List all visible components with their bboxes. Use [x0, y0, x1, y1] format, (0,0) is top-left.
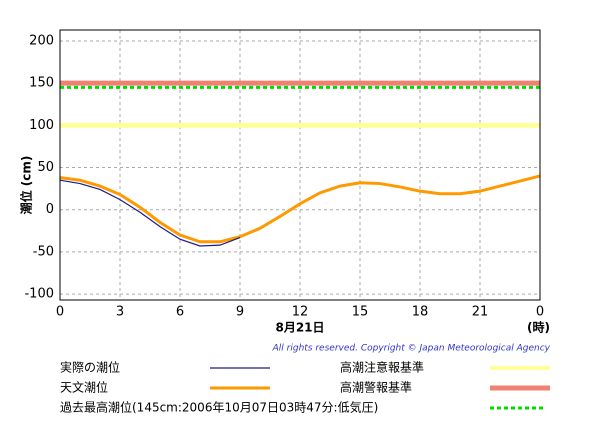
x-tick-label: 18: [412, 305, 429, 320]
legend-label: 高潮注意報基準: [340, 360, 424, 375]
legend-label: 過去最高潮位(145cm:2006年10月07日03時47分:低気圧): [60, 400, 378, 415]
y-tick-label: 50: [37, 160, 54, 175]
x-tick-label: 0: [56, 305, 64, 320]
x-tick-label: 9: [236, 305, 244, 320]
x-axis-label: 8月21日: [275, 321, 324, 335]
y-tick-label: 150: [29, 76, 54, 91]
x-tick-label: 21: [472, 305, 489, 320]
y-tick-label: -100: [24, 287, 54, 302]
series-line: [59, 179, 241, 247]
x-tick-label: 3: [116, 305, 124, 320]
copyright: All rights reserved. Copyright © Japan M…: [272, 344, 551, 354]
y-axis-label: 潮位 (cm): [19, 156, 34, 215]
x-tick-label: 6: [176, 305, 184, 320]
legend-label: 高潮警報基準: [340, 380, 412, 395]
x-tick-label: 15: [352, 305, 369, 320]
x-tick-label: 0: [536, 305, 544, 320]
legend-label: 天文潮位: [60, 380, 108, 395]
legend-label: 実際の潮位: [60, 360, 120, 375]
y-tick-label: 0: [46, 202, 54, 217]
series-line: [59, 174, 541, 244]
x-tick-label: 12: [292, 305, 309, 320]
y-tick-label: -50: [33, 244, 54, 259]
y-tick-label: 200: [29, 33, 54, 48]
x-axis-unit: (時): [527, 320, 550, 335]
y-tick-label: 100: [29, 118, 54, 133]
plot-frame: [59, 29, 541, 301]
